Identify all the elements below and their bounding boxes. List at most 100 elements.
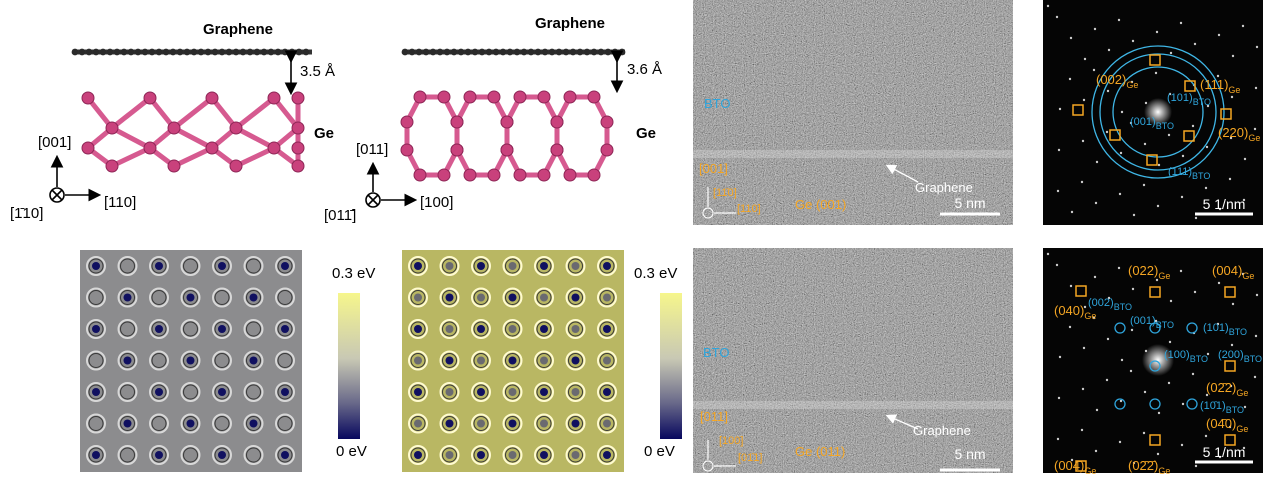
atom	[267, 91, 281, 105]
spot	[1167, 381, 1171, 385]
axis-label: [01̄1]	[738, 452, 762, 464]
atom	[291, 159, 305, 173]
atom	[600, 143, 614, 157]
map-ring	[151, 353, 167, 368]
map-ring	[410, 353, 426, 368]
graphene-label: Graphene	[535, 15, 605, 32]
map-ring	[183, 353, 198, 368]
substrate-label: Ge (011)	[795, 444, 845, 459]
spot-index: (04̄0)	[1206, 416, 1236, 431]
map-ring	[117, 319, 138, 339]
spot	[1056, 437, 1060, 441]
spot	[1105, 130, 1109, 134]
map-core	[414, 419, 422, 428]
carbon	[534, 48, 542, 56]
atom	[291, 141, 305, 155]
carbon	[569, 48, 577, 56]
carbon	[541, 48, 549, 56]
spot	[1080, 180, 1084, 184]
bto-spot	[1149, 322, 1161, 334]
map-ring	[214, 353, 230, 368]
map-core	[92, 388, 100, 396]
spacing-label: 3.5 Å	[300, 63, 335, 80]
spot	[1119, 151, 1123, 155]
map-ring	[536, 258, 552, 274]
map-ring	[565, 413, 586, 434]
spot	[1229, 136, 1233, 140]
bto-spot	[1149, 398, 1161, 410]
spot	[1143, 390, 1147, 394]
map-core	[540, 293, 548, 302]
map-ring	[214, 290, 230, 305]
spot	[1056, 189, 1060, 193]
map-core	[249, 419, 258, 428]
bto-spot	[1186, 398, 1198, 410]
spot	[1118, 440, 1122, 444]
map-ring	[277, 447, 293, 463]
central-beam	[1144, 98, 1172, 126]
spot-phase: BTO	[1114, 302, 1132, 312]
atom	[450, 115, 464, 129]
map-ring	[599, 447, 615, 463]
atom	[513, 90, 527, 104]
map-ring	[502, 256, 523, 276]
atom	[105, 159, 119, 173]
map-ring	[599, 290, 615, 305]
spot	[1191, 124, 1195, 128]
map-core	[477, 419, 485, 428]
spot-phase: BTO	[1193, 97, 1211, 107]
carbon	[211, 48, 219, 56]
carbon	[162, 48, 170, 56]
map-ring	[117, 382, 138, 402]
carbon	[457, 48, 465, 56]
atom	[437, 90, 451, 104]
spot	[1180, 443, 1184, 447]
map-core	[603, 451, 611, 459]
map-ring	[410, 290, 426, 305]
map-core	[571, 419, 580, 428]
atom	[205, 91, 219, 105]
map-core	[603, 293, 611, 302]
spot	[1253, 375, 1257, 379]
map-core	[414, 451, 422, 459]
spot-phase: Ge	[1228, 85, 1240, 95]
atom	[205, 141, 219, 155]
map-ring	[565, 287, 586, 308]
map-ring	[568, 416, 583, 431]
atom	[400, 115, 414, 129]
map-core	[540, 356, 548, 365]
carbon	[99, 48, 107, 56]
spot-index: (022)	[1128, 263, 1158, 278]
map-ring	[442, 384, 457, 400]
map-ring	[502, 287, 523, 308]
map-ring	[212, 350, 232, 371]
spot	[1179, 269, 1183, 273]
ge-spot	[1075, 285, 1087, 297]
spot-index: (220)	[1218, 125, 1248, 140]
atom	[413, 90, 427, 104]
carbon	[443, 48, 451, 56]
direction-label: [001]	[699, 161, 728, 176]
map-ring	[471, 445, 491, 465]
map-ring	[183, 290, 198, 305]
map-ring	[471, 319, 491, 339]
spot	[1093, 275, 1097, 279]
axis-out	[365, 192, 381, 208]
atom	[143, 91, 157, 105]
interface-label: Graphene	[915, 180, 973, 195]
map-ring	[117, 445, 138, 465]
bond	[110, 96, 152, 130]
map-core	[414, 388, 422, 396]
map-core	[249, 356, 258, 365]
map-ring	[86, 413, 106, 434]
map-ring	[214, 384, 230, 400]
map-ring	[246, 258, 261, 274]
carbon	[134, 48, 142, 56]
map-ring	[88, 353, 104, 368]
carbon	[429, 48, 437, 56]
spot	[1218, 207, 1222, 211]
map-ring	[149, 319, 169, 339]
map-core	[218, 262, 226, 270]
ge-spot	[1149, 286, 1161, 298]
carbon	[436, 48, 444, 56]
